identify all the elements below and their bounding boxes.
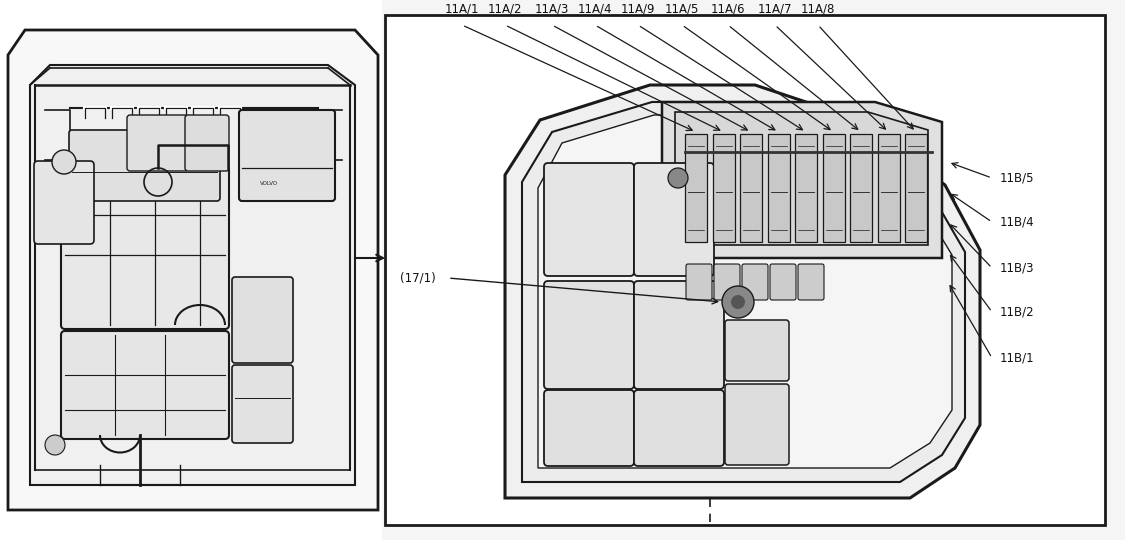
Text: 11A/9: 11A/9 [621,2,655,15]
Bar [385,15,1105,525]
Polygon shape [904,134,927,242]
FancyBboxPatch shape [770,264,796,300]
Bar [0,0,382,540]
FancyBboxPatch shape [742,264,768,300]
FancyBboxPatch shape [34,161,94,244]
Polygon shape [795,134,817,242]
Text: 11A/7: 11A/7 [758,2,792,15]
FancyBboxPatch shape [798,264,824,300]
Text: 11B/4: 11B/4 [1000,215,1035,228]
FancyBboxPatch shape [714,264,740,300]
FancyBboxPatch shape [69,130,220,201]
FancyBboxPatch shape [61,166,230,329]
FancyBboxPatch shape [544,390,634,466]
Text: 11A/6: 11A/6 [711,2,745,15]
FancyBboxPatch shape [686,264,712,300]
FancyBboxPatch shape [634,390,724,466]
Circle shape [668,168,688,188]
Text: 11B/2: 11B/2 [1000,306,1035,319]
Polygon shape [850,134,872,242]
FancyBboxPatch shape [184,115,229,171]
Circle shape [52,150,76,174]
Polygon shape [8,30,378,510]
Text: 11B/3: 11B/3 [1000,261,1035,274]
Polygon shape [522,102,965,482]
Text: 11B/5: 11B/5 [1000,172,1035,185]
FancyBboxPatch shape [634,281,724,389]
FancyBboxPatch shape [724,320,789,381]
Text: 11A/5: 11A/5 [665,2,700,15]
FancyBboxPatch shape [634,163,714,276]
Polygon shape [767,134,790,242]
Polygon shape [822,134,845,242]
FancyBboxPatch shape [238,110,335,201]
FancyBboxPatch shape [544,281,634,389]
Polygon shape [712,134,735,242]
Circle shape [722,286,754,318]
Polygon shape [740,134,762,242]
Text: 11B/1: 11B/1 [1000,352,1035,365]
Polygon shape [878,134,900,242]
Circle shape [45,435,65,455]
FancyBboxPatch shape [232,277,292,363]
Text: 11A/8: 11A/8 [801,2,835,15]
FancyBboxPatch shape [61,331,230,439]
Polygon shape [538,115,952,468]
Polygon shape [662,102,942,258]
FancyBboxPatch shape [232,365,292,443]
Text: 11A/1: 11A/1 [444,2,479,15]
FancyBboxPatch shape [724,384,789,465]
FancyBboxPatch shape [544,163,634,276]
Text: 11A/4: 11A/4 [578,2,612,15]
FancyBboxPatch shape [127,115,188,171]
Text: (17/1): (17/1) [400,272,435,285]
Polygon shape [30,65,356,485]
Text: VOLVO: VOLVO [260,181,278,186]
Polygon shape [685,134,706,242]
Polygon shape [505,85,980,498]
Text: 11A/3: 11A/3 [534,2,569,15]
Circle shape [731,295,745,309]
Text: 11A/2: 11A/2 [488,2,522,15]
Polygon shape [675,112,928,245]
